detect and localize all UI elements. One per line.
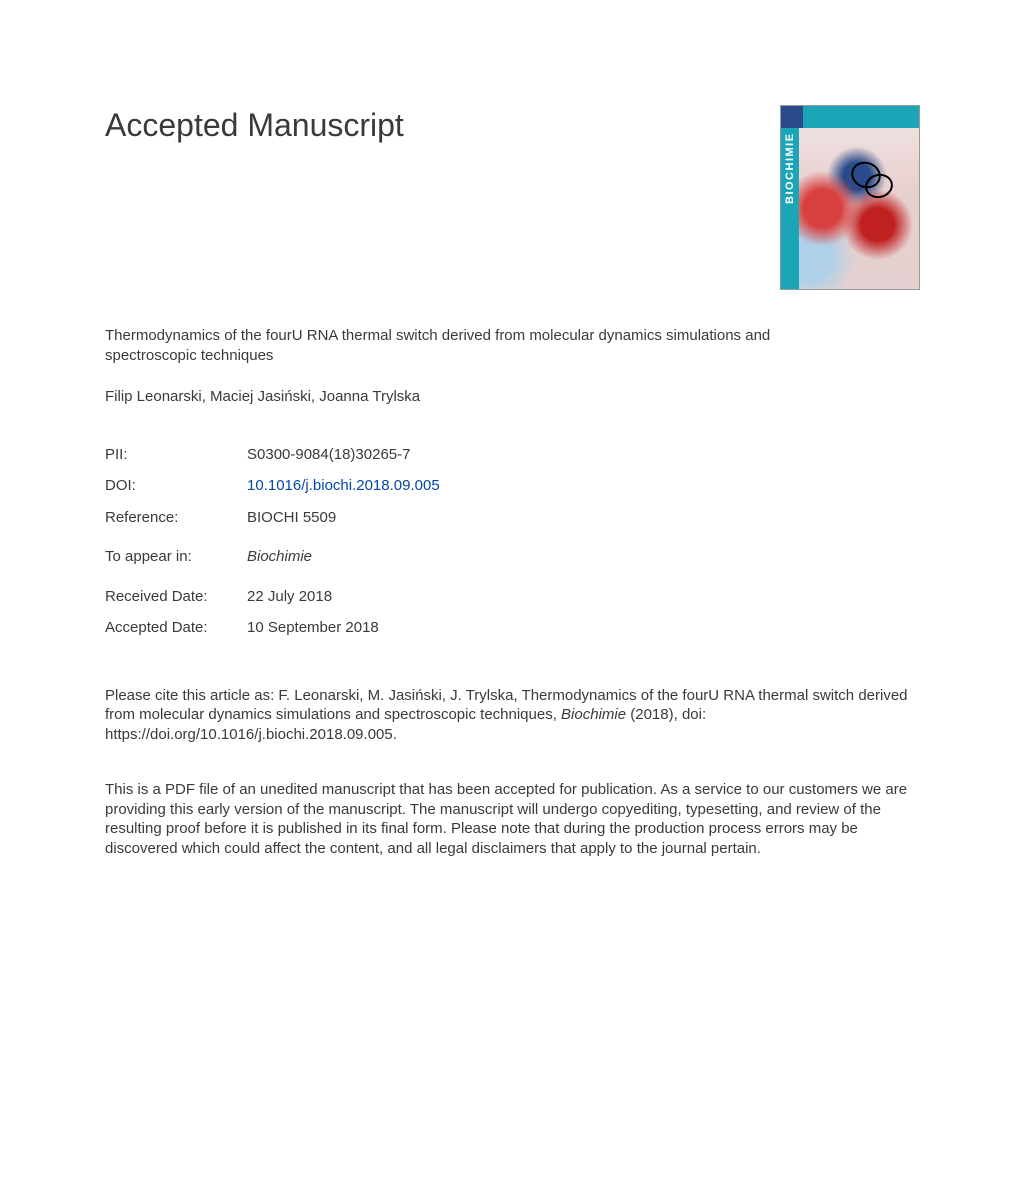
metadata-table: PII: S0300-9084(18)30265-7 DOI: 10.1016/… bbox=[105, 439, 440, 644]
meta-row-doi: DOI: 10.1016/j.biochi.2018.09.005 bbox=[105, 470, 440, 502]
meta-row-received: Received Date: 22 July 2018 bbox=[105, 573, 440, 613]
cover-art bbox=[781, 128, 919, 289]
meta-label: Accepted Date: bbox=[105, 612, 247, 644]
molecule-icon bbox=[841, 156, 901, 206]
meta-value: BIOCHI 5509 bbox=[247, 502, 440, 534]
header-row: Accepted Manuscript BIOCHIMIE bbox=[105, 105, 920, 290]
meta-row-appear: To appear in: Biochimie bbox=[105, 533, 440, 573]
article-authors: Filip Leonarski, Maciej Jasiński, Joanna… bbox=[105, 387, 920, 407]
meta-value: S0300-9084(18)30265-7 bbox=[247, 439, 440, 471]
citation-journal: Biochimie bbox=[561, 706, 626, 723]
doi-link[interactable]: 10.1016/j.biochi.2018.09.005 bbox=[247, 477, 440, 494]
page-heading: Accepted Manuscript bbox=[105, 105, 404, 147]
meta-value: 22 July 2018 bbox=[247, 573, 440, 613]
meta-label: Received Date: bbox=[105, 573, 247, 613]
meta-label: To appear in: bbox=[105, 533, 247, 573]
meta-row-reference: Reference: BIOCHI 5509 bbox=[105, 502, 440, 534]
meta-label: DOI: bbox=[105, 470, 247, 502]
disclaimer-text: This is a PDF file of an unedited manusc… bbox=[105, 780, 920, 858]
citation-prefix: Please cite this article as: F. Leonarsk… bbox=[105, 687, 908, 724]
meta-label: Reference: bbox=[105, 502, 247, 534]
cover-spine-label: BIOCHIMIE bbox=[781, 128, 799, 289]
meta-label: PII: bbox=[105, 439, 247, 471]
meta-value: 10 September 2018 bbox=[247, 612, 440, 644]
meta-row-accepted: Accepted Date: 10 September 2018 bbox=[105, 612, 440, 644]
meta-row-pii: PII: S0300-9084(18)30265-7 bbox=[105, 439, 440, 471]
meta-value-journal: Biochimie bbox=[247, 533, 440, 573]
article-title: Thermodynamics of the fourU RNA thermal … bbox=[105, 326, 795, 365]
journal-cover-thumbnail: BIOCHIMIE bbox=[780, 105, 920, 290]
publisher-logo-icon bbox=[781, 106, 803, 128]
citation-text: Please cite this article as: F. Leonarsk… bbox=[105, 686, 920, 745]
